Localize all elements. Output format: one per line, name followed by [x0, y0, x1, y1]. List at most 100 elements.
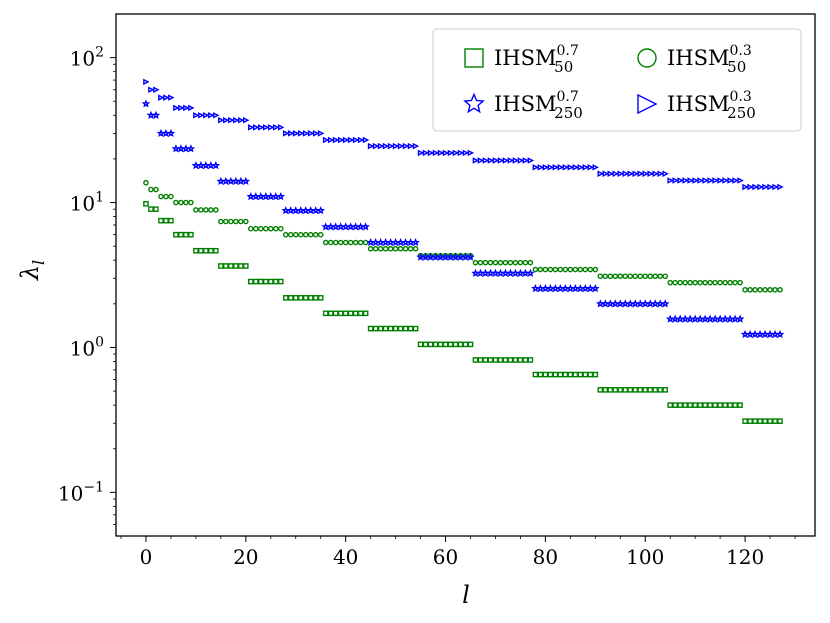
data-point — [552, 164, 560, 171]
data-point — [277, 225, 284, 232]
data-point — [596, 299, 605, 308]
data-point — [252, 124, 260, 131]
data-point — [233, 263, 239, 269]
data-point — [188, 104, 195, 112]
data-point — [347, 136, 355, 144]
data-point — [667, 279, 674, 286]
data-point — [312, 130, 320, 137]
data-point — [522, 357, 529, 363]
data-point — [332, 136, 340, 144]
data-point — [507, 259, 514, 266]
data-point — [193, 112, 200, 119]
data-point — [362, 310, 369, 317]
data-point — [587, 371, 594, 378]
data-point — [243, 218, 249, 225]
data-point — [337, 136, 345, 144]
data-point — [407, 142, 415, 150]
data-point — [452, 149, 460, 157]
data-point — [228, 263, 234, 269]
data-point — [332, 310, 339, 317]
data-point — [377, 142, 385, 150]
data-point — [341, 222, 350, 231]
data-point — [226, 176, 236, 186]
data-point — [168, 193, 174, 200]
data-point — [406, 237, 415, 247]
data-point — [188, 231, 194, 238]
data-point — [767, 418, 773, 424]
y-tick-label: 102 — [70, 45, 104, 71]
data-point — [322, 136, 330, 144]
data-point — [697, 402, 703, 408]
data-point — [755, 329, 765, 339]
data-point — [612, 387, 619, 393]
data-point — [307, 130, 315, 137]
data-point — [402, 325, 409, 332]
data-point — [481, 268, 490, 277]
data-point — [376, 237, 385, 247]
data-point — [682, 402, 688, 408]
data-point — [357, 239, 364, 246]
data-point — [173, 104, 180, 112]
data-point — [762, 418, 768, 424]
data-point — [352, 136, 360, 144]
data-point — [597, 387, 604, 393]
data-point — [181, 144, 191, 153]
data-point — [412, 325, 419, 332]
data-point — [208, 247, 214, 254]
data-point — [606, 299, 615, 308]
data-point — [732, 279, 738, 286]
data-point — [591, 284, 600, 293]
data-point — [667, 402, 674, 408]
data-point — [687, 402, 693, 408]
data-point — [417, 341, 424, 348]
data-point — [717, 177, 724, 184]
data-point — [482, 157, 490, 164]
data-point — [307, 231, 314, 238]
data-point — [267, 225, 274, 232]
data-point — [203, 112, 210, 119]
data-point — [317, 231, 324, 238]
data-point — [276, 192, 286, 201]
data-point — [567, 266, 574, 273]
data-point — [587, 266, 594, 273]
data-point — [482, 357, 489, 363]
data-point — [297, 231, 304, 238]
series-triangle-right — [143, 78, 784, 191]
data-point — [502, 157, 510, 164]
data-point — [306, 206, 316, 215]
data-point — [422, 149, 430, 157]
data-point — [720, 314, 730, 323]
series-circle — [143, 179, 783, 293]
data-point — [647, 387, 654, 393]
data-point — [762, 286, 768, 293]
data-point — [600, 299, 610, 308]
data-point — [213, 207, 219, 213]
data-point — [745, 329, 755, 339]
data-point — [767, 286, 773, 293]
data-point — [632, 387, 639, 393]
data-point — [243, 263, 249, 269]
data-point — [372, 325, 379, 332]
data-point — [657, 170, 664, 177]
data-point — [296, 206, 306, 215]
data-point — [521, 268, 530, 277]
data-point — [502, 259, 509, 266]
data-point — [507, 357, 514, 363]
x-axis-label: l — [462, 581, 470, 609]
data-point — [687, 279, 693, 286]
data-point — [442, 341, 449, 348]
data-point — [765, 329, 775, 339]
data-point — [737, 177, 744, 184]
data-point — [617, 170, 624, 177]
data-point — [228, 116, 235, 124]
data-point — [277, 124, 285, 131]
data-point — [562, 164, 570, 171]
data-point — [467, 149, 475, 157]
data-point — [221, 176, 231, 186]
data-point — [752, 183, 759, 191]
data-point — [252, 278, 259, 285]
legend-item: IHSM0.3 250 — [637, 89, 756, 122]
data-point — [682, 279, 688, 286]
data-point — [342, 239, 349, 246]
legend-marker — [637, 48, 657, 68]
